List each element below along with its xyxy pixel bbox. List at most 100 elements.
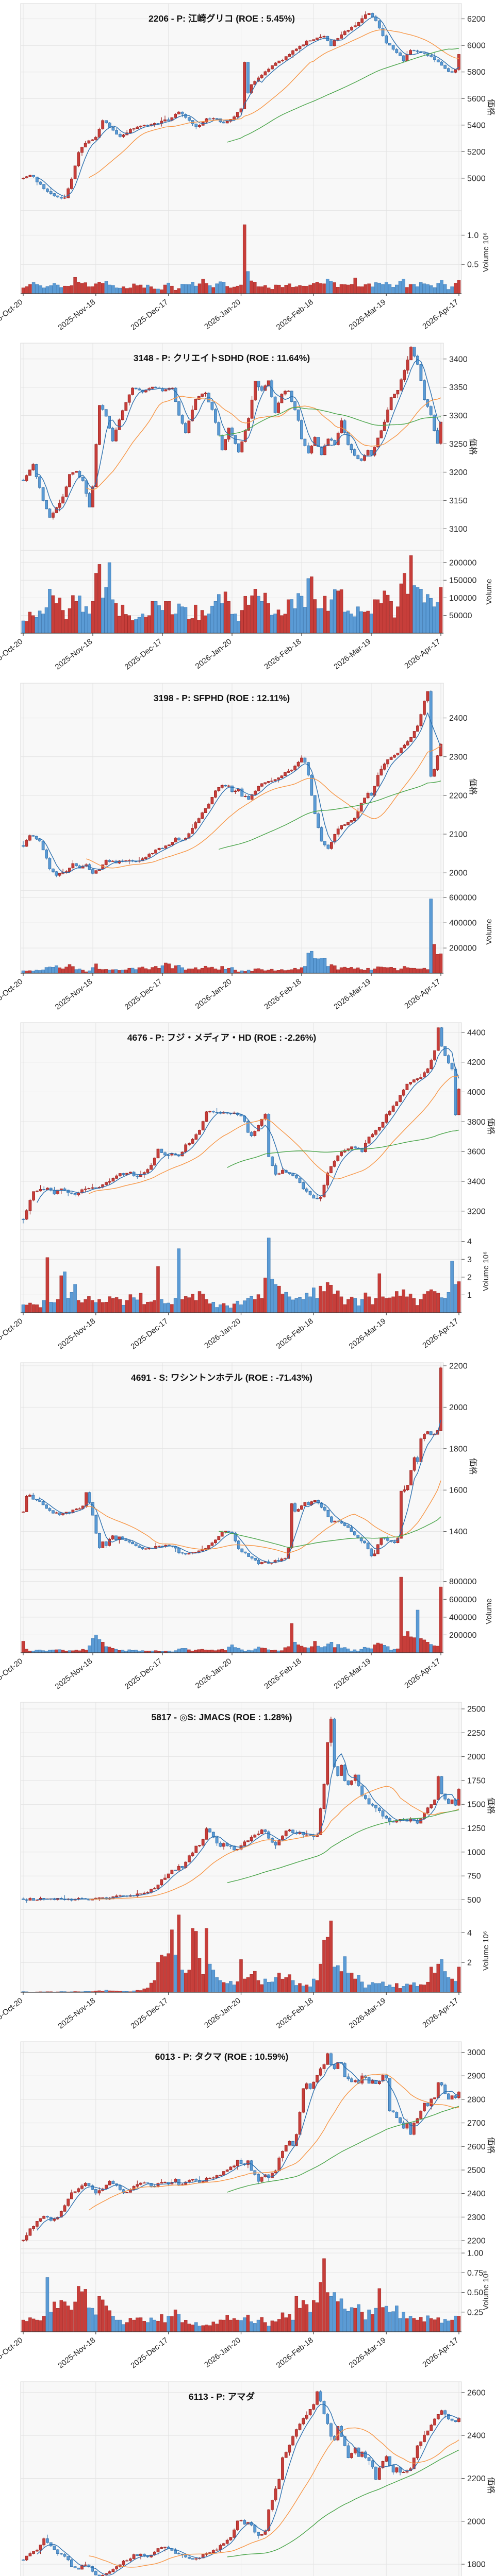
date-label: 2025-Dec-17 — [129, 1317, 170, 1351]
ma-short-line — [36, 1419, 441, 1564]
date-label: 2025-Oct-20 — [0, 637, 24, 671]
volume-tick-label: 2 — [467, 1959, 472, 1968]
volume-bars — [21, 1577, 443, 1653]
price-tick-label: 2600 — [467, 2143, 486, 2151]
ma-short-line — [37, 2403, 459, 2575]
price-axis-label: 価格 — [468, 1458, 477, 1475]
price-tick-label: 2700 — [467, 2119, 486, 2128]
date-label: 2026-Feb-18 — [262, 977, 303, 1011]
price-tick-label: 2200 — [467, 2237, 486, 2246]
price-tick-label: 2800 — [467, 2095, 486, 2104]
date-label: 2025-Dec-17 — [123, 1657, 164, 1691]
price-tick-label: 2400 — [467, 2432, 486, 2441]
grid-lines — [21, 4, 461, 294]
date-label: 2025-Dec-17 — [129, 1996, 170, 2031]
price-axis-label: 価格 — [468, 778, 477, 795]
date-label: 2025-Nov-18 — [56, 1317, 97, 1351]
date-label: 2026-Feb-18 — [262, 637, 303, 671]
price-tick-label: 2300 — [449, 753, 468, 761]
price-axis-label: 価格 — [486, 1798, 495, 1814]
price-tick-label: 3400 — [449, 355, 468, 364]
ma-long-line — [227, 1129, 459, 1168]
price-axis: 1400 1600 1800 2000 2200 価格 — [443, 1362, 477, 1536]
price-axis-label: 価格 — [486, 99, 495, 115]
ma-long-line — [227, 2449, 459, 2557]
price-tick-label: 2200 — [449, 791, 468, 800]
volume-axis-label: Volume 10⁶ — [482, 232, 490, 272]
ma-mid-line — [89, 29, 459, 178]
price-tick-label: 3000 — [467, 2048, 486, 2057]
price-tick-label: 3400 — [467, 1178, 486, 1187]
date-label: 2025-Dec-17 — [123, 637, 164, 672]
ma-mid-line — [88, 2073, 459, 2211]
date-label: 2026-Mar-19 — [348, 298, 388, 332]
date-label: 2026-Feb-18 — [275, 298, 315, 332]
price-tick-label: 2900 — [467, 2072, 486, 2081]
date-label: 2025-Oct-20 — [0, 1317, 24, 1350]
price-tick-label: 4000 — [467, 1088, 486, 1097]
volume-axis: 2 4 Volume 10⁶ — [461, 1929, 490, 1971]
chart-title: 6013 - P: タクマ (ROE : 10.59%) — [155, 2052, 289, 2062]
price-tick-label: 1000 — [467, 1848, 486, 1857]
date-label: 2026-Apr-17 — [421, 2336, 460, 2369]
date-label: 2026-Apr-17 — [421, 1317, 460, 1350]
x-axis: 2025-Oct-20 2025-Nov-18 2025-Dec-17 2026-Ja… — [0, 1312, 461, 1351]
date-label: 2026-Apr-17 — [421, 1996, 460, 2030]
date-label: 2026-Feb-18 — [275, 1996, 315, 2030]
volume-bars — [21, 555, 443, 634]
x-axis: 2025-Oct-20 2025-Nov-18 2025-Dec-17 2026-Ja… — [0, 1992, 461, 2031]
volume-tick-label: 1.00 — [467, 2249, 483, 2258]
volume-axis-label: Volume — [485, 919, 493, 944]
ma-long-line — [227, 48, 459, 143]
price-tick-label: 1750 — [467, 1776, 486, 1785]
grid-lines — [21, 1023, 461, 1313]
date-label: 2025-Oct-20 — [0, 977, 24, 1011]
volume-tick-label: 150000 — [449, 577, 476, 585]
x-axis: 2025-Oct-20 2025-Nov-18 2025-Dec-17 2026-Ja… — [0, 1652, 443, 1691]
date-label: 2026-Apr-17 — [403, 1657, 442, 1690]
volume-tick-label: 3 — [467, 1256, 472, 1264]
volume-tick-label: 0.50 — [467, 2289, 483, 2297]
ma-long-line — [219, 781, 441, 850]
price-tick-label: 2250 — [467, 1729, 486, 1738]
volume-axis: 200000 400000 600000 Volume — [443, 894, 493, 953]
price-axis: 5000 5200 5400 5600 5800 6000 6200 価格 — [461, 15, 495, 183]
volume-tick-label: 0.5 — [467, 261, 478, 269]
candlesticks — [22, 2390, 460, 2576]
date-label: 2026-Apr-17 — [403, 637, 442, 671]
price-tick-label: 6000 — [467, 42, 486, 50]
ma-long-line — [219, 1516, 441, 1548]
price-tick-label: 2100 — [449, 831, 468, 839]
volume-axis: 50000 100000 150000 200000 Volume — [443, 558, 493, 620]
price-tick-label: 3200 — [467, 1207, 486, 1216]
date-label: 2025-Nov-18 — [56, 2336, 97, 2370]
ma-long-line — [227, 1809, 459, 1884]
volume-tick-label: 400000 — [449, 919, 476, 928]
x-axis: 2025-Oct-20 2025-Nov-18 2025-Dec-17 2026-Ja… — [0, 973, 443, 1012]
price-tick-label: 1250 — [467, 1824, 486, 1833]
volume-tick-label: 600000 — [449, 1596, 476, 1604]
price-tick-label: 2300 — [467, 2213, 486, 2222]
date-label: 2026-Feb-18 — [262, 1657, 303, 1691]
price-axis-label: 価格 — [486, 1118, 495, 1134]
price-tick-label: 3600 — [467, 1148, 486, 1157]
ma-mid-line — [86, 745, 441, 869]
ma-short-line — [37, 2062, 459, 2231]
price-axis-label: 価格 — [486, 2477, 495, 2494]
volume-axis-label: Volume — [485, 1598, 493, 1624]
chart-title: 4691 - S: ワシントンホテル (ROE : -71.43%) — [131, 1372, 312, 1383]
price-axis: 1800 2000 2200 2400 2600 価格 — [461, 2388, 495, 2569]
price-tick-label: 750 — [467, 1872, 481, 1881]
date-label: 2025-Oct-20 — [0, 1996, 24, 2030]
volume-tick-label: 600000 — [449, 894, 476, 903]
date-label: 2026-Jan-20 — [203, 1996, 242, 2030]
ma-long-line — [219, 406, 441, 437]
volume-tick-label: 50000 — [449, 612, 472, 620]
stock-chart-5817: 2025-Oct-20 2025-Nov-18 2025-Dec-17 2026-Ja… — [0, 1702, 495, 2031]
chart-title: 5817 - ◎S: JMACS (ROE : 1.28%) — [152, 1712, 292, 1722]
date-label: 2025-Dec-17 — [129, 2336, 170, 2370]
volume-tick-label: 2 — [467, 1273, 472, 1282]
date-label: 2026-Jan-20 — [203, 298, 242, 331]
volume-axis-label: Volume 10⁶ — [482, 1251, 490, 1291]
price-tick-label: 1400 — [449, 1528, 468, 1536]
